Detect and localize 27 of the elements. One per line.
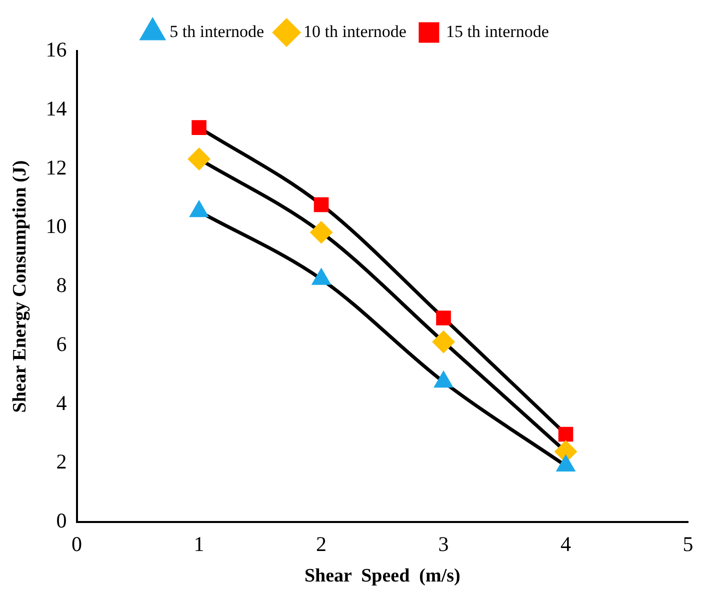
- y-tick-label: 10: [46, 214, 67, 238]
- x-tick-label: 3: [438, 532, 449, 556]
- x-tick-label: 4: [560, 532, 572, 556]
- y-tick-label: 14: [46, 96, 68, 120]
- y-tick-label: 12: [46, 155, 67, 180]
- point: [314, 197, 329, 212]
- legend-label: 10 th internode: [304, 22, 406, 41]
- y-axis-title: Shear Energy Consumption (J): [9, 160, 30, 413]
- x-tick-label: 5: [682, 532, 694, 556]
- y-tick-label: 8: [56, 273, 67, 298]
- x-tick-label: 1: [194, 532, 204, 556]
- y-tick-label: 0: [56, 508, 67, 533]
- point: [558, 426, 574, 442]
- point: [310, 222, 332, 244]
- y-tick-label: 4: [56, 390, 68, 415]
- point: [188, 148, 210, 170]
- legend-label: 15 th internode: [446, 22, 549, 41]
- y-tick-label: 16: [46, 38, 67, 62]
- y-tick-label: 6: [56, 332, 67, 356]
- point: [436, 310, 451, 326]
- y-tick-label: 2: [56, 450, 67, 474]
- x-tick-label: 2: [316, 532, 327, 556]
- x-tick-label: 0: [72, 532, 82, 556]
- point: [432, 331, 454, 353]
- x-axis-title: Shear Speed (m/s): [304, 566, 460, 587]
- legend-label: 5 th internode: [170, 22, 264, 41]
- point: [192, 120, 206, 135]
